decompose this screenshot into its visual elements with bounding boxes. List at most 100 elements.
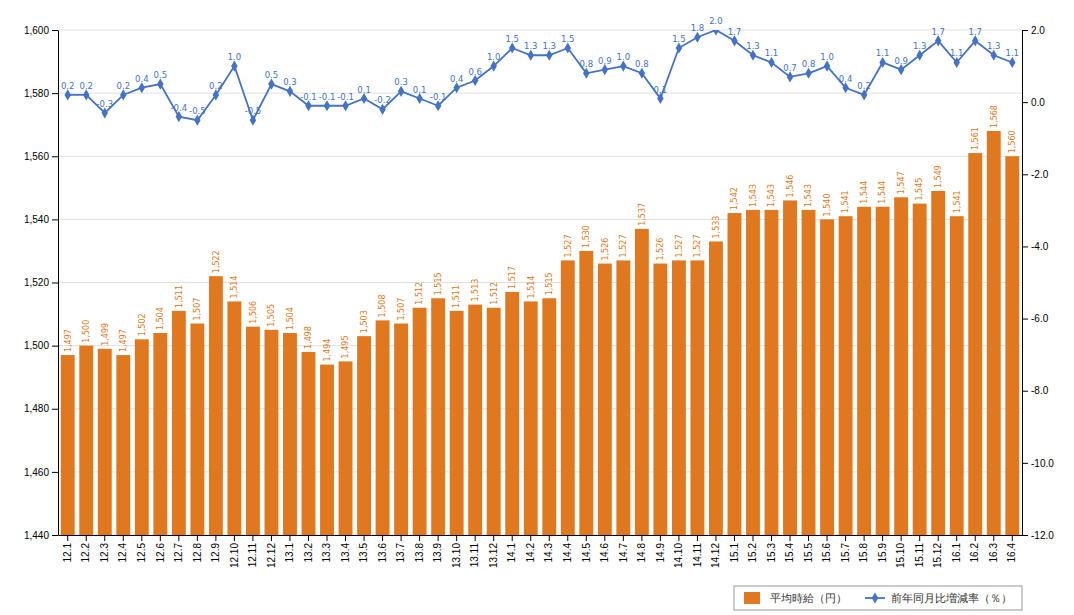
tick-mark bbox=[623, 535, 624, 541]
tick-label: 13.1 bbox=[284, 543, 295, 563]
bar bbox=[524, 301, 538, 535]
tick: 13.6 bbox=[377, 535, 388, 562]
tick: 12.8 bbox=[192, 535, 203, 562]
bar bbox=[1005, 156, 1019, 535]
line-label: 1.1 bbox=[765, 48, 779, 58]
bar-label: 1,544 bbox=[860, 181, 869, 204]
tick-label: 13.7 bbox=[395, 543, 406, 563]
tick: 1,580 bbox=[24, 88, 58, 99]
tick-mark bbox=[289, 535, 290, 541]
bar bbox=[820, 219, 834, 535]
tick-mark bbox=[401, 535, 402, 541]
tick-label: 1,560 bbox=[24, 151, 49, 162]
bar bbox=[987, 131, 1001, 535]
tick-mark bbox=[419, 535, 420, 541]
marker bbox=[453, 82, 459, 93]
bar-label: 1,543 bbox=[749, 184, 758, 207]
bar-label: 1,513 bbox=[471, 279, 480, 302]
tick: -8.0 bbox=[1022, 385, 1049, 396]
tick-label: 13.11 bbox=[469, 543, 480, 568]
axis-line bbox=[1022, 31, 1023, 536]
bar-label: 1,498 bbox=[304, 326, 313, 349]
axis-line bbox=[58, 31, 59, 536]
tick-label: 13.4 bbox=[340, 543, 351, 563]
bar-label: 1,547 bbox=[897, 171, 906, 194]
tick-mark bbox=[1022, 30, 1028, 31]
bar-label: 1,506 bbox=[249, 301, 258, 324]
bar-label: 1,533 bbox=[712, 216, 721, 239]
tick: 14.9 bbox=[655, 535, 666, 562]
tick-label: 12.10 bbox=[229, 543, 240, 568]
bar bbox=[339, 361, 353, 535]
tick-mark bbox=[160, 535, 161, 541]
tick-label: 12.1 bbox=[62, 543, 73, 563]
marker bbox=[861, 89, 867, 100]
tick-label: 13.6 bbox=[377, 543, 388, 563]
line-label: 0.5 bbox=[265, 70, 279, 80]
tick-mark bbox=[808, 535, 809, 541]
tick-label: 13.12 bbox=[488, 543, 499, 568]
marker bbox=[194, 115, 200, 126]
tick-mark bbox=[549, 535, 550, 541]
tick: 15.12 bbox=[932, 535, 943, 568]
legend-label: 前年同月比増減率（％） bbox=[891, 592, 1012, 605]
tick-mark bbox=[586, 535, 587, 541]
line-label: 0.9 bbox=[598, 56, 612, 66]
marker bbox=[176, 111, 182, 122]
tick: 12.4 bbox=[117, 535, 128, 562]
marker bbox=[64, 89, 70, 100]
bar bbox=[857, 207, 871, 535]
bar-label: 1,508 bbox=[378, 294, 387, 317]
tick-label: 2.0 bbox=[1031, 25, 1045, 36]
legend-swatch bbox=[744, 592, 760, 604]
tick-label: 13.3 bbox=[321, 543, 332, 563]
tick-mark bbox=[882, 535, 883, 541]
plot: 1,4971,5001,4991,4971,5021,5041,5111,507… bbox=[24, 16, 1054, 568]
marker bbox=[546, 50, 552, 61]
line-label: 0.1 bbox=[654, 85, 668, 95]
marker bbox=[231, 60, 237, 71]
marker bbox=[953, 57, 959, 68]
bar-label: 1,514 bbox=[230, 276, 239, 299]
bar bbox=[950, 216, 964, 535]
line-label: -0.2 bbox=[374, 95, 391, 105]
grid bbox=[58, 30, 1022, 535]
marker bbox=[731, 35, 737, 46]
legend-box bbox=[734, 586, 1022, 610]
tick-label: 14.12 bbox=[710, 543, 721, 568]
line-label: 0.1 bbox=[357, 85, 371, 95]
tick-label: -4.0 bbox=[1031, 241, 1049, 252]
marker bbox=[750, 50, 756, 61]
bar bbox=[413, 308, 427, 535]
marker bbox=[805, 68, 811, 79]
tick: 14.12 bbox=[710, 535, 721, 568]
bar bbox=[839, 216, 853, 535]
tick-label: 15.9 bbox=[877, 543, 888, 563]
tick-label: 12.3 bbox=[99, 543, 110, 563]
line-label: 1.7 bbox=[931, 27, 945, 37]
marker bbox=[916, 50, 922, 61]
bar bbox=[542, 298, 556, 535]
line-label: 0.1 bbox=[413, 85, 427, 95]
line bbox=[68, 30, 1013, 120]
tick-mark bbox=[475, 535, 476, 541]
bar bbox=[209, 276, 223, 535]
tick: 14.6 bbox=[599, 535, 610, 562]
tick-label: 14.8 bbox=[636, 543, 647, 563]
line-label: 1.5 bbox=[672, 34, 686, 44]
bar-label: 1,540 bbox=[823, 193, 832, 216]
tick: 12.5 bbox=[136, 535, 147, 562]
tick: 16.3 bbox=[988, 535, 999, 562]
bar bbox=[487, 308, 501, 535]
tick-label: 1,600 bbox=[24, 25, 49, 36]
line-label: 2.0 bbox=[709, 16, 723, 26]
tick: 12.10 bbox=[229, 535, 240, 568]
tick: -6.0 bbox=[1022, 313, 1049, 324]
line-label: 0.4 bbox=[839, 74, 853, 84]
line-label: 1.5 bbox=[505, 34, 519, 44]
line-label: -0.1 bbox=[319, 92, 336, 102]
bar-label: 1,522 bbox=[212, 250, 221, 273]
tick: 1,540 bbox=[24, 214, 58, 225]
tick: 12.2 bbox=[80, 535, 91, 562]
marker bbox=[620, 60, 626, 71]
